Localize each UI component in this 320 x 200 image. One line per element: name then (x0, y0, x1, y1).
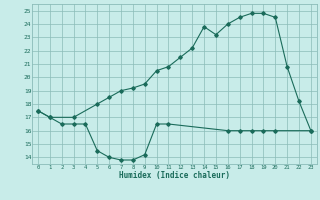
X-axis label: Humidex (Indice chaleur): Humidex (Indice chaleur) (119, 171, 230, 180)
